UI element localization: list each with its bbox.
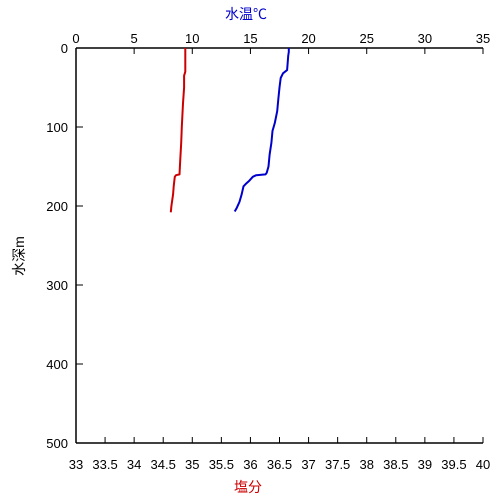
bottom-axis-tick-label: 33.5 bbox=[92, 457, 117, 472]
top-axis-tick-label: 10 bbox=[185, 31, 199, 46]
bottom-axis-tick-label: 35 bbox=[185, 457, 199, 472]
bottom-axis-tick-label: 34 bbox=[127, 457, 141, 472]
bottom-axis-tick-label: 39.5 bbox=[441, 457, 466, 472]
bottom-axis-tick-label: 33 bbox=[69, 457, 83, 472]
top-axis-tick-label: 5 bbox=[131, 31, 138, 46]
top-axis-tick-label: 0 bbox=[72, 31, 79, 46]
top-axis-tick-label: 35 bbox=[476, 31, 490, 46]
bottom-axis-tick-label: 34.5 bbox=[151, 457, 176, 472]
left-axis-tick-label: 400 bbox=[46, 357, 68, 372]
bottom-axis-tick-label: 39 bbox=[418, 457, 432, 472]
left-axis-tick-label: 200 bbox=[46, 199, 68, 214]
bottom-axis-tick-label: 36.5 bbox=[267, 457, 292, 472]
top-axis-tick-label: 25 bbox=[359, 31, 373, 46]
bottom-axis-tick-label: 37.5 bbox=[325, 457, 350, 472]
left-axis-tick-label: 300 bbox=[46, 278, 68, 293]
bottom-axis-tick-label: 40 bbox=[476, 457, 490, 472]
top-axis-tick-label: 15 bbox=[243, 31, 257, 46]
top-axis-title: 水温℃ bbox=[225, 6, 267, 22]
bottom-axis-title: 塩分 bbox=[234, 479, 262, 495]
bottom-axis-tick-label: 35.5 bbox=[209, 457, 234, 472]
left-axis-title: 水深m bbox=[11, 236, 27, 276]
bottom-axis-tick-label: 37 bbox=[301, 457, 315, 472]
left-axis-tick-label: 500 bbox=[46, 436, 68, 451]
temperature-series-line bbox=[233, 48, 290, 213]
top-axis-tick-label: 30 bbox=[418, 31, 432, 46]
left-axis-tick-label: 100 bbox=[46, 120, 68, 135]
left-axis-tick-label: 0 bbox=[61, 41, 68, 56]
salinity-series-line bbox=[169, 48, 187, 213]
bottom-axis-tick-label: 38.5 bbox=[383, 457, 408, 472]
bottom-axis-tick-label: 36 bbox=[243, 457, 257, 472]
bottom-axis-tick-label: 38 bbox=[359, 457, 373, 472]
top-axis-tick-label: 20 bbox=[301, 31, 315, 46]
